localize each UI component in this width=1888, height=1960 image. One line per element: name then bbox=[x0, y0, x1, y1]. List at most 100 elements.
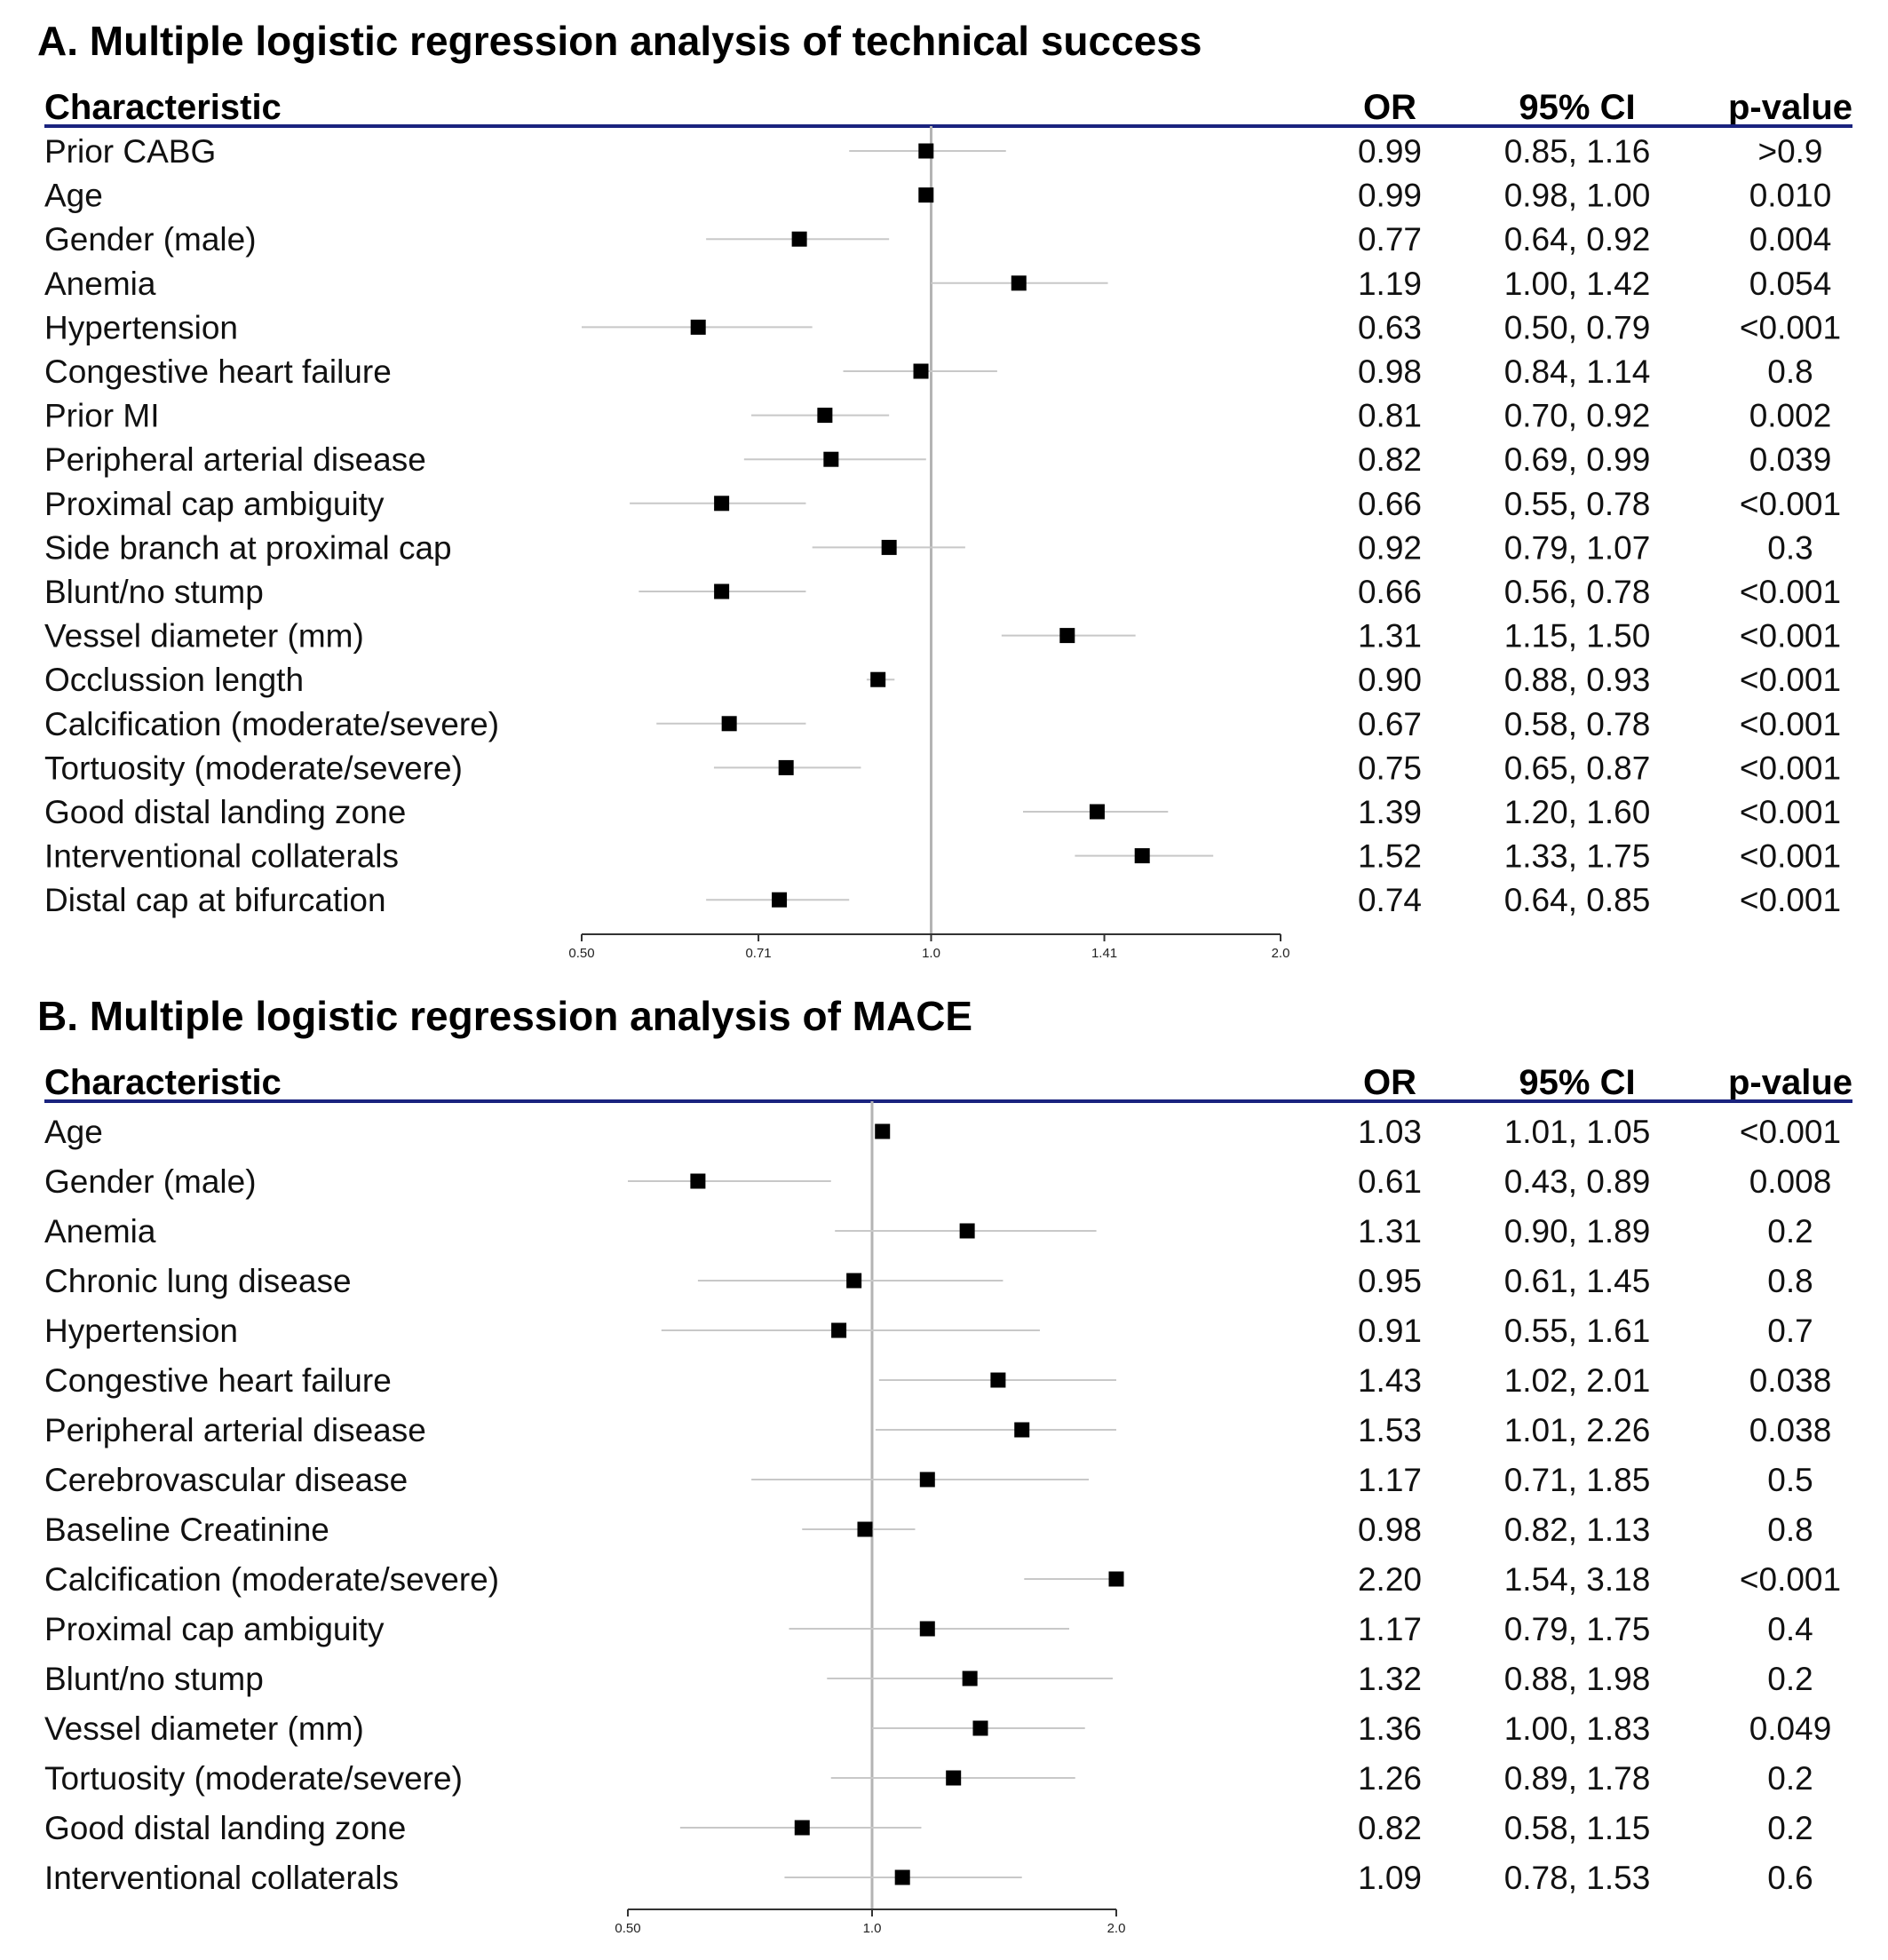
or-value: 1.32 bbox=[1358, 1661, 1422, 1697]
or-value: 0.66 bbox=[1358, 574, 1422, 610]
ci-value: 0.64, 0.85 bbox=[1504, 882, 1651, 918]
p-value: <0.001 bbox=[1740, 486, 1841, 522]
p-value: 0.4 bbox=[1767, 1611, 1813, 1647]
ci-value: 1.20, 1.60 bbox=[1504, 794, 1651, 830]
p-value: 0.002 bbox=[1749, 398, 1832, 434]
header-p-value: p-value bbox=[1728, 1063, 1852, 1102]
ci-value: 0.90, 1.89 bbox=[1504, 1213, 1651, 1250]
or-marker bbox=[870, 671, 886, 687]
table-row: Proximal cap ambiguity 0.66 0.55, 0.78 <0.0… bbox=[44, 486, 1841, 522]
ci-value: 0.55, 0.78 bbox=[1504, 486, 1651, 522]
or-marker bbox=[791, 231, 807, 247]
table-row: Prior CABG 0.99 0.85, 1.16 >0.9 bbox=[44, 133, 1823, 170]
p-value: 0.8 bbox=[1767, 1263, 1813, 1299]
ci-value: 1.54, 3.18 bbox=[1504, 1561, 1651, 1598]
ci-value: 1.00, 1.42 bbox=[1504, 266, 1651, 302]
p-value: <0.001 bbox=[1740, 1114, 1841, 1150]
table-row: Cerebrovascular disease 1.17 0.71, 1.85 0.5 bbox=[44, 1462, 1813, 1498]
row-label: Age bbox=[44, 1114, 103, 1150]
x-tick-label: 2.0 bbox=[1107, 1921, 1126, 1936]
or-value: 0.99 bbox=[1358, 178, 1422, 214]
or-marker bbox=[772, 892, 788, 908]
ci-value: 0.43, 0.89 bbox=[1504, 1163, 1651, 1200]
or-marker bbox=[913, 363, 929, 379]
ci-value: 1.02, 2.01 bbox=[1504, 1362, 1651, 1399]
ci-value: 0.58, 0.78 bbox=[1504, 706, 1651, 742]
p-value: 0.7 bbox=[1767, 1313, 1813, 1349]
row-label: Calcification (moderate/severe) bbox=[44, 706, 499, 742]
row-label: Peripheral arterial disease bbox=[44, 441, 426, 478]
table-row: Calcification (moderate/severe) 0.67 0.58,… bbox=[44, 706, 1841, 742]
or-marker bbox=[794, 1820, 810, 1836]
table-row: Good distal landing zone 0.82 0.58, 1.15 0.… bbox=[44, 1810, 1813, 1846]
table-row: Chronic lung disease 0.95 0.61, 1.45 0.8 bbox=[44, 1263, 1813, 1299]
table-row: Vessel diameter (mm) 1.36 1.00, 1.83 0.049 bbox=[44, 1710, 1831, 1747]
ci-value: 1.00, 1.83 bbox=[1504, 1710, 1651, 1747]
ci-value: 0.69, 0.99 bbox=[1504, 441, 1651, 478]
ci-value: 0.88, 1.98 bbox=[1504, 1661, 1651, 1697]
row-label: Distal cap at bifurcation bbox=[44, 882, 386, 918]
table-row: Age 1.03 1.01, 1.05 <0.001 bbox=[44, 1114, 1841, 1150]
panel-b-mace: B. Multiple logistic regression analysis… bbox=[37, 993, 1852, 1936]
p-value: <0.001 bbox=[1740, 309, 1841, 345]
x-tick-label: 2.0 bbox=[1272, 946, 1290, 961]
row-label: Congestive heart failure bbox=[44, 353, 392, 390]
row-label: Interventional collaterals bbox=[44, 838, 399, 875]
or-marker bbox=[919, 1472, 935, 1488]
row-label: Anemia bbox=[44, 1213, 156, 1250]
row-label: Anemia bbox=[44, 266, 156, 302]
row-label: Tortuosity (moderate/severe) bbox=[44, 1760, 463, 1797]
x-tick-label: 0.50 bbox=[568, 946, 594, 961]
row-label: Cerebrovascular disease bbox=[44, 1462, 408, 1498]
row-label: Blunt/no stump bbox=[44, 1661, 264, 1697]
p-value: <0.001 bbox=[1740, 574, 1841, 610]
row-label: Congestive heart failure bbox=[44, 1362, 392, 1399]
x-tick-label: 1.0 bbox=[863, 1921, 882, 1936]
or-value: 1.39 bbox=[1358, 794, 1422, 830]
ci-value: 0.71, 1.85 bbox=[1504, 1462, 1651, 1498]
or-marker bbox=[778, 759, 794, 775]
table-row: Anemia 1.31 0.90, 1.89 0.2 bbox=[44, 1213, 1813, 1250]
p-value: <0.001 bbox=[1740, 662, 1841, 698]
or-marker bbox=[1108, 1571, 1124, 1587]
header-or: OR bbox=[1363, 1063, 1416, 1102]
p-value: 0.039 bbox=[1749, 441, 1832, 478]
row-label: Prior MI bbox=[44, 398, 160, 434]
row-label: Gender (male) bbox=[44, 221, 257, 258]
or-marker bbox=[714, 496, 730, 512]
table-row: Hypertension 0.63 0.50, 0.79 <0.001 bbox=[44, 309, 1841, 345]
ci-value: 0.88, 0.93 bbox=[1504, 662, 1651, 698]
p-value: 0.2 bbox=[1767, 1661, 1813, 1697]
row-label: Hypertension bbox=[44, 309, 238, 345]
or-marker bbox=[690, 319, 706, 335]
row-label: Vessel diameter (mm) bbox=[44, 1710, 364, 1747]
or-marker bbox=[721, 716, 737, 732]
row-label: Blunt/no stump bbox=[44, 574, 264, 610]
or-value: 0.75 bbox=[1358, 750, 1422, 786]
or-value: 0.77 bbox=[1358, 221, 1422, 258]
row-label: Gender (male) bbox=[44, 1163, 257, 1200]
or-value: 1.19 bbox=[1358, 266, 1422, 302]
ci-value: 1.33, 1.75 bbox=[1504, 838, 1651, 875]
row-label: Occlussion length bbox=[44, 662, 304, 698]
p-value: 0.049 bbox=[1749, 1710, 1832, 1747]
ci-value: 0.64, 0.92 bbox=[1504, 221, 1651, 258]
row-label: Calcification (moderate/severe) bbox=[44, 1561, 499, 1598]
ci-value: 0.61, 1.45 bbox=[1504, 1263, 1651, 1299]
or-marker bbox=[919, 1621, 935, 1637]
table-row: Hypertension 0.91 0.55, 1.61 0.7 bbox=[44, 1313, 1813, 1349]
p-value: 0.2 bbox=[1767, 1810, 1813, 1846]
row-label: Hypertension bbox=[44, 1313, 238, 1349]
or-marker bbox=[962, 1670, 978, 1686]
row-label: Chronic lung disease bbox=[44, 1263, 352, 1299]
or-value: 0.90 bbox=[1358, 662, 1422, 698]
ci-value: 0.98, 1.00 bbox=[1504, 178, 1651, 214]
or-value: 0.61 bbox=[1358, 1163, 1422, 1200]
p-value: 0.038 bbox=[1749, 1412, 1832, 1448]
table-row: Age 0.99 0.98, 1.00 0.010 bbox=[44, 178, 1831, 214]
p-value: <0.001 bbox=[1740, 1561, 1841, 1598]
table-row: Calcification (moderate/severe) 2.20 1.54,… bbox=[44, 1561, 1841, 1598]
header-characteristic: Characteristic bbox=[44, 88, 282, 127]
ci-value: 0.84, 1.14 bbox=[1504, 353, 1651, 390]
